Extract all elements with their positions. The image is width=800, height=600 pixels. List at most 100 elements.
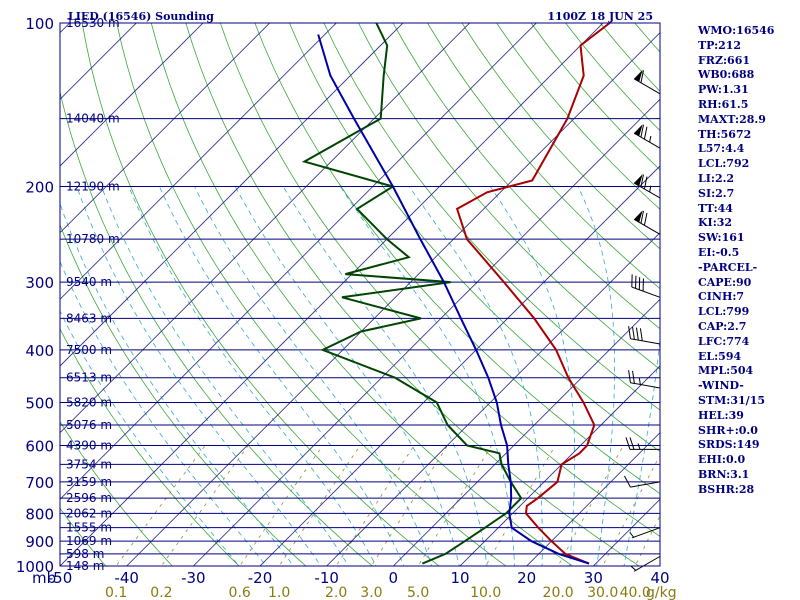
- moist-adiabat-line: [194, 186, 433, 566]
- pressure-tick-label: 200: [25, 178, 54, 196]
- wind-barb: [633, 210, 661, 235]
- temperature-tick-label: -30: [181, 569, 206, 587]
- index-item: CINH:7: [698, 290, 745, 304]
- pressure-unit-label: mb: [32, 569, 56, 587]
- index-item: BSHR:28: [698, 482, 755, 496]
- isotherm-line: [60, 23, 604, 566]
- index-item: LCL:799: [698, 305, 750, 319]
- index-item: CAPE:90: [698, 275, 752, 289]
- height-label: 4390 m: [66, 439, 112, 453]
- wind-barb: [631, 274, 661, 298]
- wind-barb-pennant: [634, 124, 643, 137]
- height-label: 1069 m: [66, 534, 112, 548]
- index-item: LI:2.2: [698, 171, 735, 185]
- index-item: SRDS:149: [698, 438, 760, 452]
- height-label: 14040 m: [66, 112, 120, 126]
- index-item: MPL:504: [698, 364, 754, 378]
- stability-indices-panel: WMO:16546 TP:212 FRZ:661 WB0:688 PW:1.31 RH:6…: [698, 24, 774, 498]
- wind-barb-staff: [633, 555, 661, 572]
- height-label: 8463 m: [66, 311, 112, 325]
- height-label: 10780 m: [66, 232, 120, 246]
- chart-grid: [60, 23, 660, 566]
- moist-adiabat-line: [60, 260, 267, 566]
- wind-barb: [630, 555, 661, 572]
- temperature-tick-label: -20: [248, 569, 273, 587]
- index-item: HEL:39: [698, 408, 744, 422]
- mixing-ratio-line: [115, 445, 206, 566]
- index-item: SW:161: [698, 231, 745, 245]
- dry-adiabat-line: [81, 23, 440, 566]
- mixing-ratio-tick-label: 40.0: [620, 585, 651, 600]
- isotherm-line: [60, 23, 337, 300]
- height-label: 6513 m: [66, 371, 112, 385]
- mixing-ratio-tick-label: 0.2: [150, 585, 172, 600]
- wind-barb-staff: [631, 286, 661, 298]
- temperature-trace: [455, 23, 611, 565]
- dry-adiabat-line: [461, 23, 660, 250]
- mixing-ratio-tick-label: 5.0: [407, 585, 429, 600]
- wind-barb-flag: [625, 437, 631, 450]
- height-label: 7500 m: [66, 343, 112, 357]
- pressure-tick-label: 400: [25, 342, 54, 360]
- index-item: BRN:3.1: [698, 467, 750, 481]
- mixing-ratio-tick-label: 20.0: [543, 585, 574, 600]
- wind-barb: [628, 370, 661, 389]
- mixing-ratio-tick-label: 2.0: [325, 585, 347, 600]
- wind-barb-flag: [643, 126, 648, 140]
- height-label: 5820 m: [66, 396, 112, 410]
- moist-adiabat-line: [282, 186, 488, 566]
- dry-adiabat-line: [60, 90, 373, 566]
- wind-barb-flag: [640, 210, 644, 224]
- wind-barb-flag: [632, 326, 635, 340]
- temperature-tick-label: 30: [584, 569, 603, 587]
- wind-barb-pennant: [634, 174, 643, 186]
- wind-barb-flag: [640, 70, 644, 83]
- wind-barb-pennant: [634, 210, 643, 223]
- index-item: L57:4.4: [698, 142, 745, 156]
- height-label: 9540 m: [66, 275, 112, 289]
- dry-adiabat-line: [116, 23, 507, 566]
- dry-adiabat-line: [60, 420, 173, 566]
- index-item: EI:-0.5: [698, 245, 740, 259]
- height-label: 598 m: [66, 547, 104, 561]
- index-item: MAXT:28.9: [698, 112, 766, 126]
- wind-barb-flag: [643, 176, 648, 190]
- wind-barb-pennant: [634, 69, 643, 82]
- wind-barb-staff: [630, 481, 661, 488]
- index-item: WMO:16546: [698, 24, 775, 37]
- isotherm-line: [526, 432, 660, 566]
- wind-barb-half-flag: [630, 565, 637, 571]
- dry-adiabat-line: [392, 23, 660, 330]
- wind-barb-flag: [628, 370, 631, 383]
- wind-barb-half-flag: [649, 185, 652, 193]
- wind-barb-half-flag: [638, 378, 641, 385]
- mixing-ratio-tick-label: 0.6: [229, 585, 251, 600]
- index-item: -WIND-: [698, 379, 744, 393]
- wind-barb-half-flag: [649, 135, 652, 143]
- wind-barb: [629, 527, 661, 539]
- moist-adiabat-line: [577, 186, 615, 566]
- isotherm-line: [326, 232, 660, 566]
- wind-barb-flag: [623, 475, 631, 488]
- wind-barb-flag: [640, 124, 644, 138]
- wind-barbs: [623, 69, 661, 572]
- index-item: EL:594: [698, 349, 742, 363]
- wind-barb: [633, 174, 661, 199]
- isotherm-line: [459, 365, 660, 566]
- index-item: LCL:792: [698, 157, 750, 171]
- wind-barb-staff: [631, 527, 661, 539]
- height-label: 2062 m: [66, 506, 112, 520]
- mixing-ratio-unit-label: g/kg: [646, 585, 677, 600]
- wind-barb-flag: [629, 437, 635, 450]
- temperature-tick-label: -10: [314, 569, 339, 587]
- mixing-ratio-line: [160, 445, 249, 566]
- index-item: CAP:2.7: [698, 319, 747, 333]
- index-item: PW:1.31: [698, 83, 749, 97]
- pressure-tick-label: 800: [25, 505, 54, 523]
- wind-barb-flag: [628, 326, 631, 339]
- index-item: TP:212: [698, 38, 742, 52]
- isotherm-line: [60, 23, 537, 500]
- pressure-tick-label: 1000: [16, 558, 54, 576]
- pressure-tick-label: 500: [25, 395, 54, 413]
